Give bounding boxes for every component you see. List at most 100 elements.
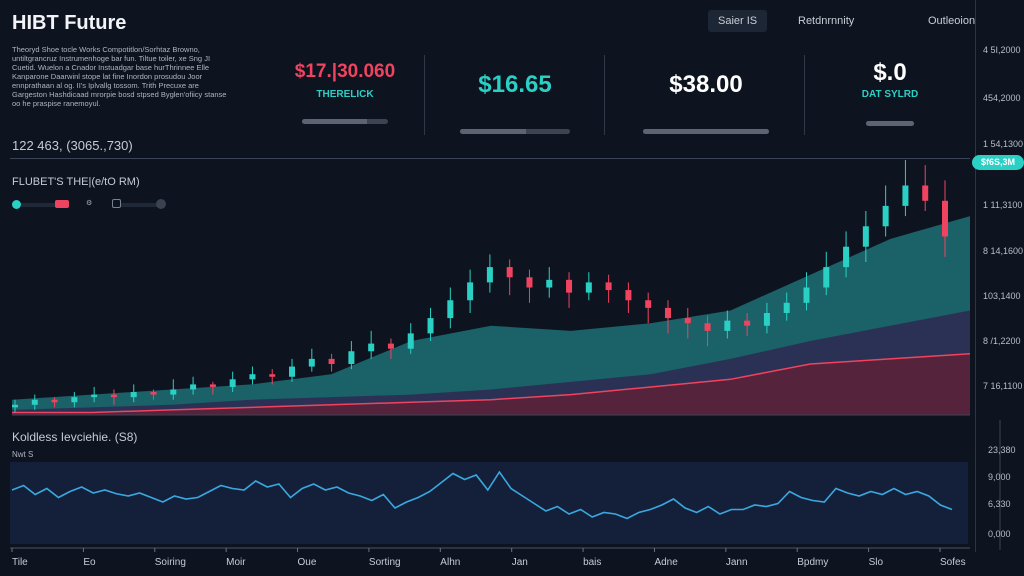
x-tick-label: Adne xyxy=(654,557,678,568)
tab-2[interactable]: Outleoion xyxy=(928,15,976,27)
candle xyxy=(526,269,533,303)
candle xyxy=(190,376,197,395)
candle-body xyxy=(843,246,850,268)
stat-progress xyxy=(460,129,570,134)
candle-body xyxy=(150,392,157,395)
candle xyxy=(744,313,751,336)
slider-track[interactable] xyxy=(21,203,61,207)
candle xyxy=(724,310,731,339)
y-tick: 454,2000 xyxy=(983,93,1021,103)
indicator-chart[interactable]: 23,380 9,000 6,330 0,000 Tile Eo Soiring Moir Ou… xyxy=(0,420,1024,576)
stat-progress xyxy=(643,129,769,134)
candle-body xyxy=(427,318,434,334)
candle-body xyxy=(328,358,335,364)
divider xyxy=(804,55,805,135)
indicator-y-tick: 23,380 xyxy=(988,445,1016,455)
stat-value: $17.|30.060 xyxy=(294,61,396,82)
divider xyxy=(10,158,970,159)
candle-body xyxy=(348,351,355,364)
axis-divider xyxy=(975,0,976,552)
image-icon[interactable] xyxy=(112,199,121,208)
chart-label: FLUBET'S THE|(e/tO RM) xyxy=(12,176,140,188)
candle-body xyxy=(31,399,38,405)
divider xyxy=(604,55,605,135)
candle xyxy=(645,292,652,324)
x-tick-label: Moir xyxy=(226,557,246,568)
candle xyxy=(942,180,948,257)
candle xyxy=(12,399,18,413)
chart-controls: ⚙ xyxy=(12,199,167,211)
candle xyxy=(170,379,177,400)
candle-body xyxy=(209,384,216,387)
slider-track[interactable] xyxy=(121,203,159,207)
settings-icon[interactable]: ⚙ xyxy=(86,200,93,207)
candle-body xyxy=(110,394,117,398)
candle xyxy=(328,353,335,372)
candle xyxy=(664,300,671,334)
candle xyxy=(368,330,375,359)
candle-body xyxy=(882,205,889,227)
candle xyxy=(684,307,691,339)
indicator-y-tick: 6,330 xyxy=(988,499,1011,509)
x-tick-label: Bpdmy xyxy=(797,557,828,568)
candle-body xyxy=(922,185,929,201)
candle-body xyxy=(704,323,711,331)
x-tick-label: Soiring xyxy=(155,557,186,568)
y-tick: 8 14,1600 xyxy=(983,246,1024,256)
x-tick-label: Sorting xyxy=(369,557,401,568)
candle xyxy=(843,231,850,278)
stat-progress xyxy=(866,121,914,126)
close-icon[interactable] xyxy=(156,199,166,209)
candle-body xyxy=(605,282,612,291)
candle xyxy=(209,381,216,395)
candle xyxy=(486,254,493,293)
y-tick: 1 11,3100 xyxy=(983,200,1023,210)
candle-body xyxy=(407,333,414,349)
toggle-knob-icon[interactable] xyxy=(12,200,21,209)
candle-body xyxy=(724,320,731,331)
y-tick: 1 54,1300 xyxy=(983,139,1024,149)
x-tick-label: Alhn xyxy=(440,557,460,568)
indicator-panel xyxy=(10,462,968,544)
current-price-tag: $f6S,3M xyxy=(972,155,1024,170)
tab-1[interactable]: Retdnrnnity xyxy=(798,15,855,27)
y-tick: 103,1400 xyxy=(983,291,1021,301)
candle-body xyxy=(170,389,177,395)
candle-body xyxy=(12,404,18,408)
candle-body xyxy=(803,287,810,303)
price-chart[interactable] xyxy=(0,0,975,420)
series-color-swatch[interactable] xyxy=(55,200,69,208)
candle xyxy=(506,259,513,296)
stat-progress xyxy=(302,119,388,124)
candle-body xyxy=(51,399,58,403)
candle xyxy=(585,272,592,301)
tab-0[interactable]: Saier IS xyxy=(708,10,768,32)
candle-body xyxy=(862,226,869,247)
y-tick: 8 /1,2200 xyxy=(983,336,1021,346)
candle xyxy=(566,272,573,308)
candle-body xyxy=(625,290,632,301)
candle-body xyxy=(744,320,751,326)
candle-body xyxy=(249,374,256,380)
coordinates-readout: 122 463, (3065.,730) xyxy=(12,138,133,153)
candle-body xyxy=(783,302,790,313)
candle xyxy=(51,397,58,408)
candle-body xyxy=(585,282,592,293)
candle xyxy=(862,211,869,262)
x-tick-label: Sofes xyxy=(940,557,966,568)
x-tick-label: Tile xyxy=(12,557,28,568)
red-area xyxy=(12,353,970,415)
candle xyxy=(427,307,434,342)
candle xyxy=(922,165,929,211)
stat-label: DAT SYLRD xyxy=(861,89,919,100)
description: Theoryd Shoe tocle Works Compotitlon/Sor… xyxy=(12,45,227,108)
candle xyxy=(229,371,236,393)
candle-body xyxy=(546,279,553,288)
candle xyxy=(31,394,38,410)
candle-body xyxy=(506,267,513,278)
candle-body xyxy=(91,394,98,398)
candle xyxy=(348,341,355,370)
candle xyxy=(407,323,414,354)
candle xyxy=(308,348,315,372)
indicator-y-tick: 9,000 xyxy=(988,472,1011,482)
